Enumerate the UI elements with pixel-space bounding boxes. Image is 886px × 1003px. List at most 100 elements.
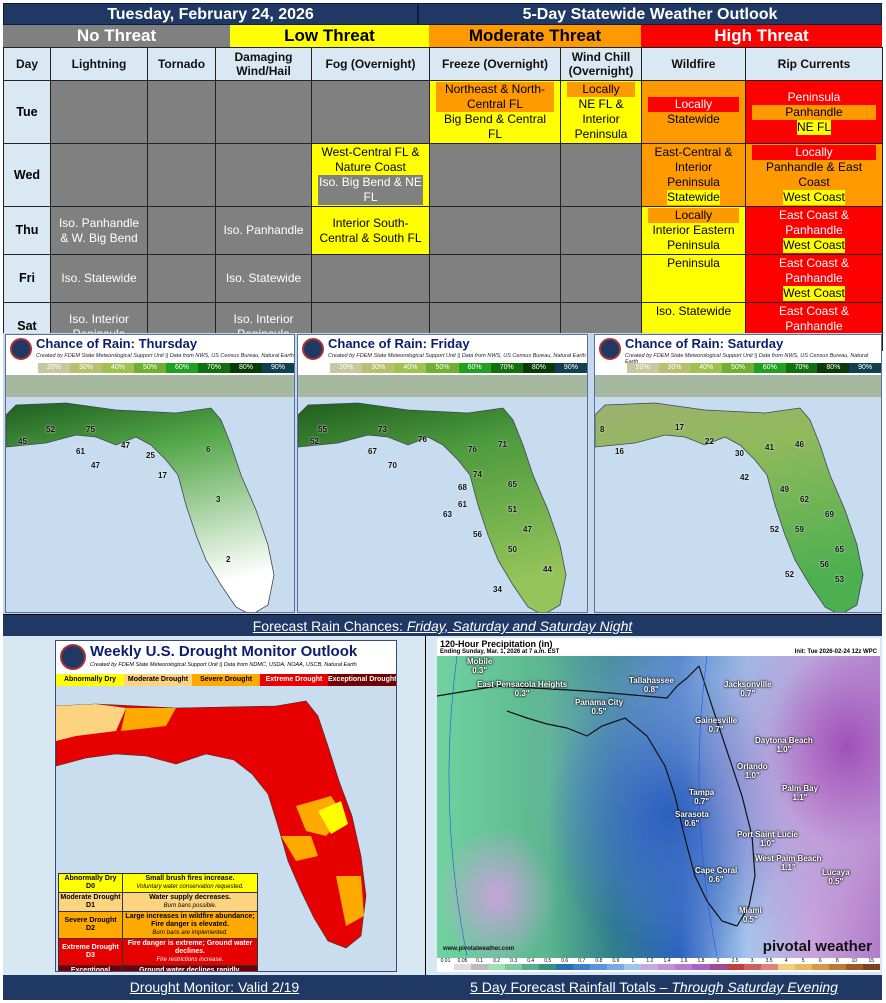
scale-label: 1.2 bbox=[646, 958, 654, 964]
rain-chance-value: 53 bbox=[835, 575, 844, 584]
city-value: 0.7" bbox=[694, 797, 710, 806]
scale-label: 3.5 bbox=[765, 958, 773, 964]
rain-chance-scale: 10% 20% 30% 40% 50% 60% 70% 80% 90% bbox=[6, 363, 294, 373]
scale-swatch bbox=[828, 964, 846, 970]
cell-text: Peninsula bbox=[787, 89, 841, 104]
scale-label: 30% bbox=[362, 363, 395, 373]
scale-label: 1.8 bbox=[697, 958, 705, 964]
scale-swatch bbox=[607, 964, 625, 970]
city-rainfall-label: Daytona Beach 1.0" bbox=[755, 736, 813, 754]
rain-chance-value: 8 bbox=[600, 425, 605, 434]
cell-text: East-Central & Interior Peninsula bbox=[654, 145, 733, 189]
cell-text: Locally bbox=[567, 82, 635, 97]
city-name: Gainesville bbox=[695, 716, 738, 725]
category-name: Moderate Drought bbox=[60, 894, 121, 901]
rain-chance-value: 68 bbox=[458, 483, 467, 492]
city-rainfall-label: Tampa 0.7" bbox=[689, 788, 714, 806]
table-row: Tue Northeast & North-Central FL Big Bend … bbox=[3, 80, 883, 144]
scale-swatch bbox=[522, 964, 540, 970]
rain-chance-value: 42 bbox=[740, 473, 749, 482]
city-value: 1.0" bbox=[776, 745, 792, 754]
rain-chance-value: 45 bbox=[18, 437, 27, 446]
rain-chance-value: 65 bbox=[835, 545, 844, 554]
rain-chance-value: 47 bbox=[121, 441, 130, 450]
rain-chance-value: 25 bbox=[146, 451, 155, 460]
cell-text: Iso. Panhandle bbox=[223, 223, 304, 237]
rain-chance-value: 52 bbox=[770, 525, 779, 534]
rain-chance-value: 71 bbox=[498, 440, 507, 449]
rain-chance-value: 70 bbox=[388, 461, 397, 470]
scale-label: 0.01 bbox=[440, 958, 451, 964]
threat-cell: Northeast & North-Central FL Big Bend & C… bbox=[429, 80, 561, 144]
table-row: Fri Iso. Statewide Iso. Statewide Peninsula… bbox=[3, 254, 883, 303]
threat-cell: Interior South-Central & South FL bbox=[311, 206, 430, 255]
city-name: East Pensacola Heights bbox=[477, 680, 568, 689]
threat-cell bbox=[429, 254, 561, 303]
florida-map bbox=[6, 375, 294, 612]
drought-impact: Ground water declines rapidly.Large muni… bbox=[122, 965, 258, 971]
scale-label: 6 bbox=[818, 958, 822, 964]
threat-level-low-threat: Low Threat bbox=[230, 25, 429, 47]
date-title: Tuesday, February 24, 2026 bbox=[3, 3, 418, 25]
threat-cell: West-Central FL & Nature Coast Iso. Big B… bbox=[311, 143, 430, 207]
rain-chance-value: 67 bbox=[368, 447, 377, 456]
cell-text: Locally bbox=[648, 208, 739, 223]
cell-text: Iso. Panhandle & W. Big Bend bbox=[58, 215, 140, 245]
scale-label: 70% bbox=[785, 363, 818, 373]
scale-label: 60% bbox=[753, 363, 786, 373]
scale-label: 10% bbox=[6, 363, 38, 373]
city-rainfall-label: East Pensacola Heights 0.3" bbox=[477, 680, 567, 698]
category-code: D0 bbox=[86, 883, 95, 890]
rain-chance-value: 56 bbox=[820, 560, 829, 569]
threat-level-no-threat: No Threat bbox=[3, 25, 230, 47]
drought-category: Extreme Drought D3 bbox=[58, 938, 123, 966]
scale-label: 2 bbox=[716, 958, 720, 964]
city-name: Cape Coral bbox=[695, 866, 738, 875]
column-header: Freeze (Overnight) bbox=[429, 47, 561, 81]
city-value: 0.6" bbox=[684, 819, 700, 828]
map-subtitle: Created by FDEM State Meteorological Sup… bbox=[625, 353, 869, 365]
city-rainfall-label: Palm Bay 1.1" bbox=[782, 784, 818, 802]
city-value: 1.1" bbox=[780, 863, 796, 872]
table-row: Wed West-Central FL & Nature Coast Iso. Bi… bbox=[3, 143, 883, 207]
threat-cell bbox=[147, 206, 216, 255]
rain-chance-value: 75 bbox=[86, 425, 95, 434]
scale-label: 8 bbox=[835, 958, 839, 964]
cell-text: Interior South-Central & South FL bbox=[319, 215, 422, 245]
rain-chance-value: 73 bbox=[378, 425, 387, 434]
scale-swatch bbox=[658, 964, 676, 970]
category-code: D3 bbox=[86, 952, 95, 959]
scale-label: 80% bbox=[522, 363, 555, 373]
column-header: Rip Currents bbox=[745, 47, 883, 81]
cell-text: Iso. Big Bend & NE FL bbox=[318, 175, 423, 205]
city-name: Daytona Beach bbox=[755, 736, 813, 745]
cell-text: Iso. Statewide bbox=[655, 304, 732, 318]
cell-text: Interior Eastern Peninsula bbox=[652, 223, 735, 252]
rain-chance-value: 46 bbox=[795, 440, 804, 449]
rainfall-florida-outline bbox=[437, 656, 756, 957]
drought-subtitle: Created by FDEM State Meteorological Sup… bbox=[90, 662, 357, 668]
cell-text: East Coast & Panhandle bbox=[778, 256, 850, 285]
rainfall-caption: 5 Day Forecast Rainfall Totals – Through… bbox=[426, 975, 882, 1000]
rain-chance-value: 69 bbox=[825, 510, 834, 519]
city-name: Mobile bbox=[467, 657, 493, 666]
city-rainfall-label: Miami 0.5" bbox=[739, 906, 762, 924]
cell-text: NE FL bbox=[796, 119, 831, 135]
threat-cell: Locally Panhandle & East Coast West Coast bbox=[745, 143, 883, 207]
drought-legend-row: Exceptional DroughtD4Ground water declin… bbox=[58, 965, 258, 971]
caption-text: Forecast Rain Chances: bbox=[252, 618, 407, 634]
cell-text: West Coast bbox=[783, 238, 845, 253]
rain-chance-scale: 10% 20% 30% 40% 50% 60% 70% 80% 90% bbox=[298, 363, 587, 373]
rain-chance-value: 16 bbox=[615, 447, 624, 456]
column-header: Fog (Overnight) bbox=[311, 47, 430, 81]
city-name: Port Saint Lucie bbox=[737, 830, 798, 839]
scale-label: 15 bbox=[868, 958, 875, 964]
cell-text: NE FL & Interior Peninsula bbox=[574, 97, 628, 141]
drought-category: Exceptional DroughtD4 bbox=[58, 965, 123, 971]
scale-label: 80% bbox=[230, 363, 262, 373]
cell-text: Statewide bbox=[667, 190, 720, 205]
cell-text: East Coast & Panhandle bbox=[778, 208, 850, 237]
threat-cell bbox=[560, 254, 642, 303]
drought-legend-row: Extreme Drought D3 Fire danger is extreme;… bbox=[58, 938, 258, 966]
